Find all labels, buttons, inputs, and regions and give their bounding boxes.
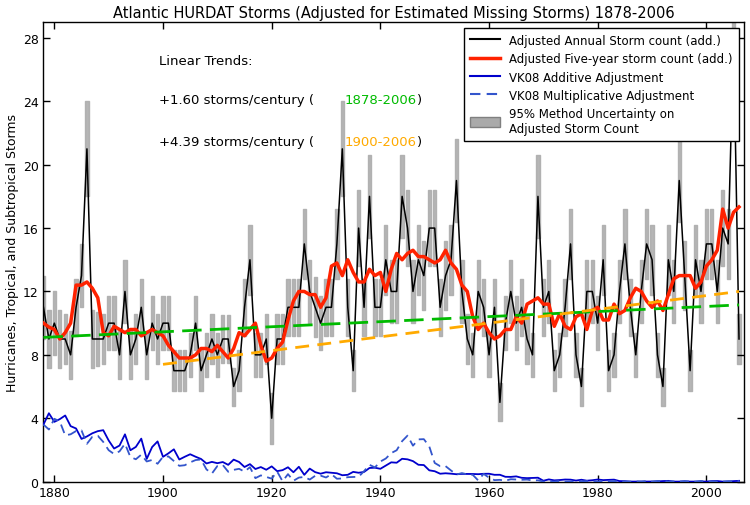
Text: +4.39 storms/century (: +4.39 storms/century ( xyxy=(159,135,314,148)
Text: ): ) xyxy=(417,135,422,148)
Text: 1900-2006: 1900-2006 xyxy=(345,135,417,148)
Text: 1878-2006: 1878-2006 xyxy=(345,94,417,107)
Text: Linear Trends:: Linear Trends: xyxy=(159,55,253,68)
Text: ): ) xyxy=(417,94,422,107)
Y-axis label: Hurricanes, Tropical, and Subtropical Storms: Hurricanes, Tropical, and Subtropical St… xyxy=(5,114,19,391)
Legend: Adjusted Annual Storm count (add.), Adjusted Five-year storm count (add.), VK08 : Adjusted Annual Storm count (add.), Adju… xyxy=(464,29,739,142)
Text: +1.60 storms/century (: +1.60 storms/century ( xyxy=(159,94,314,107)
Title: Atlantic HURDAT Storms (Adjusted for Estimated Missing Storms) 1878-2006: Atlantic HURDAT Storms (Adjusted for Est… xyxy=(113,6,675,21)
